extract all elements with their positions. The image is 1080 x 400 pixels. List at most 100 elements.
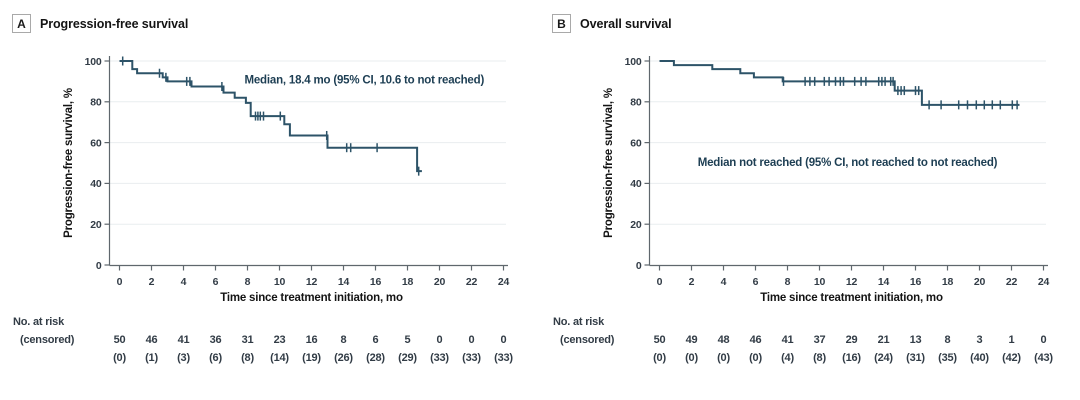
x-tick-label: 2 xyxy=(149,276,155,288)
x-tick-label: 24 xyxy=(498,276,510,288)
risk-censored-value: (33) xyxy=(462,352,481,364)
x-tick-label: 8 xyxy=(785,276,791,288)
x-tick-label: 10 xyxy=(814,276,826,288)
risk-at-risk-value: 6 xyxy=(373,334,379,346)
risk-at-risk-value: 49 xyxy=(686,334,698,346)
risk-at-risk-value: 0 xyxy=(469,334,475,346)
risk-at-risk-value: 1 xyxy=(1009,334,1015,346)
y-axis-title: Progression-free survival, % xyxy=(63,88,75,238)
risk-censored-value: (0) xyxy=(113,352,126,364)
x-tick-label: 8 xyxy=(245,276,251,288)
risk-censored-value: (0) xyxy=(685,352,698,364)
x-tick-label: 14 xyxy=(878,276,890,288)
risk-at-risk-value: 29 xyxy=(846,334,858,346)
x-tick-label: 24 xyxy=(1038,276,1050,288)
risk-at-risk-value: 46 xyxy=(146,334,158,346)
risk-censored-value: (35) xyxy=(938,352,957,364)
panel-a-letter-badge: A xyxy=(12,14,31,33)
x-axis-title: Time since treatment initiation, mo xyxy=(760,292,943,304)
y-tick-label: 40 xyxy=(630,178,642,190)
risk-censored-value: (28) xyxy=(366,352,385,364)
median-annotation: Median not reached (95% CI, not reached … xyxy=(698,157,998,169)
risk-censored-value: (42) xyxy=(1002,352,1021,364)
risk-censored-value: (4) xyxy=(781,352,794,364)
x-tick-label: 0 xyxy=(117,276,123,288)
risk-table-censored-label: (censored) xyxy=(20,334,75,346)
risk-at-risk-value: 0 xyxy=(437,334,443,346)
risk-at-risk-value: 8 xyxy=(341,334,347,346)
x-tick-label: 18 xyxy=(402,276,414,288)
x-tick-label: 12 xyxy=(846,276,858,288)
risk-at-risk-value: 36 xyxy=(210,334,222,346)
x-axis-title: Time since treatment initiation, mo xyxy=(220,292,403,304)
x-tick-label: 10 xyxy=(274,276,286,288)
risk-table-label: No. at risk xyxy=(13,316,65,328)
panel-overall-survival: B Overall survival 0 20 40 60 80 100 0 2 4 6 8 10 12… xyxy=(540,0,1080,400)
y-tick-label: 0 xyxy=(636,260,642,272)
x-tick-label: 4 xyxy=(721,276,727,288)
risk-censored-value: (8) xyxy=(241,352,254,364)
x-tick-label: 2 xyxy=(689,276,695,288)
x-tick-label: 4 xyxy=(181,276,187,288)
risk-at-risk-value: 31 xyxy=(242,334,254,346)
x-tick-label: 16 xyxy=(370,276,382,288)
y-tick-label: 60 xyxy=(90,137,102,149)
risk-censored-value: (8) xyxy=(813,352,826,364)
risk-censored-value: (24) xyxy=(874,352,893,364)
risk-censored-value: (14) xyxy=(270,352,289,364)
risk-at-risk-value: 50 xyxy=(654,334,666,346)
x-tick-label: 16 xyxy=(910,276,922,288)
risk-at-risk-value: 48 xyxy=(718,334,730,346)
risk-at-risk-value: 37 xyxy=(814,334,826,346)
y-tick-label: 40 xyxy=(90,178,102,190)
x-tick-label: 18 xyxy=(942,276,954,288)
risk-censored-value: (29) xyxy=(398,352,417,364)
risk-at-risk-value: 41 xyxy=(782,334,794,346)
panel-b-title: Overall survival xyxy=(580,16,672,31)
risk-at-risk-value: 50 xyxy=(114,334,126,346)
risk-censored-value: (3) xyxy=(177,352,190,364)
risk-censored-value: (33) xyxy=(494,352,513,364)
risk-at-risk-value: 46 xyxy=(750,334,762,346)
panel-a-title: Progression-free survival xyxy=(40,16,189,31)
risk-table-censored-label: (censored) xyxy=(560,334,615,346)
risk-censored-value: (33) xyxy=(430,352,449,364)
risk-censored-value: (31) xyxy=(906,352,925,364)
risk-at-risk-value: 3 xyxy=(977,334,983,346)
risk-censored-value: (43) xyxy=(1034,352,1053,364)
risk-table-label: No. at risk xyxy=(553,316,605,328)
x-tick-label: 0 xyxy=(657,276,663,288)
y-tick-label: 20 xyxy=(630,219,642,231)
risk-at-risk-value: 41 xyxy=(178,334,190,346)
panel-b-letter-badge: B xyxy=(552,14,571,33)
y-tick-label: 60 xyxy=(630,137,642,149)
x-tick-label: 12 xyxy=(306,276,318,288)
x-tick-label: 6 xyxy=(213,276,219,288)
risk-at-risk-value: 0 xyxy=(1041,334,1047,346)
y-tick-label: 80 xyxy=(630,97,642,109)
risk-at-risk-value: 21 xyxy=(878,334,890,346)
risk-censored-value: (6) xyxy=(209,352,222,364)
x-tick-label: 6 xyxy=(753,276,759,288)
x-tick-label: 14 xyxy=(338,276,350,288)
risk-at-risk-value: 8 xyxy=(945,334,951,346)
panel-progression-free-survival: A Progression-free survival 0 20 40 60 80 100… xyxy=(12,14,514,364)
risk-at-risk-value: 5 xyxy=(405,334,411,346)
x-tick-label: 22 xyxy=(1006,276,1018,288)
risk-censored-value: (26) xyxy=(334,352,353,364)
km-curve xyxy=(659,60,1020,106)
risk-at-risk-value: 16 xyxy=(306,334,318,346)
risk-at-risk-value: 0 xyxy=(501,334,507,346)
risk-censored-value: (0) xyxy=(749,352,762,364)
km-curve xyxy=(119,60,422,173)
median-annotation: Median, 18.4 mo (95% CI, 10.6 to not rea… xyxy=(244,74,484,86)
panel-b-header: B Overall survival xyxy=(552,14,672,33)
risk-at-risk-value: 23 xyxy=(274,334,286,346)
panel-a-header: A Progression-free survival xyxy=(12,14,188,33)
risk-censored-value: (0) xyxy=(717,352,730,364)
risk-censored-value: (0) xyxy=(653,352,666,364)
y-tick-label: 100 xyxy=(625,56,642,68)
